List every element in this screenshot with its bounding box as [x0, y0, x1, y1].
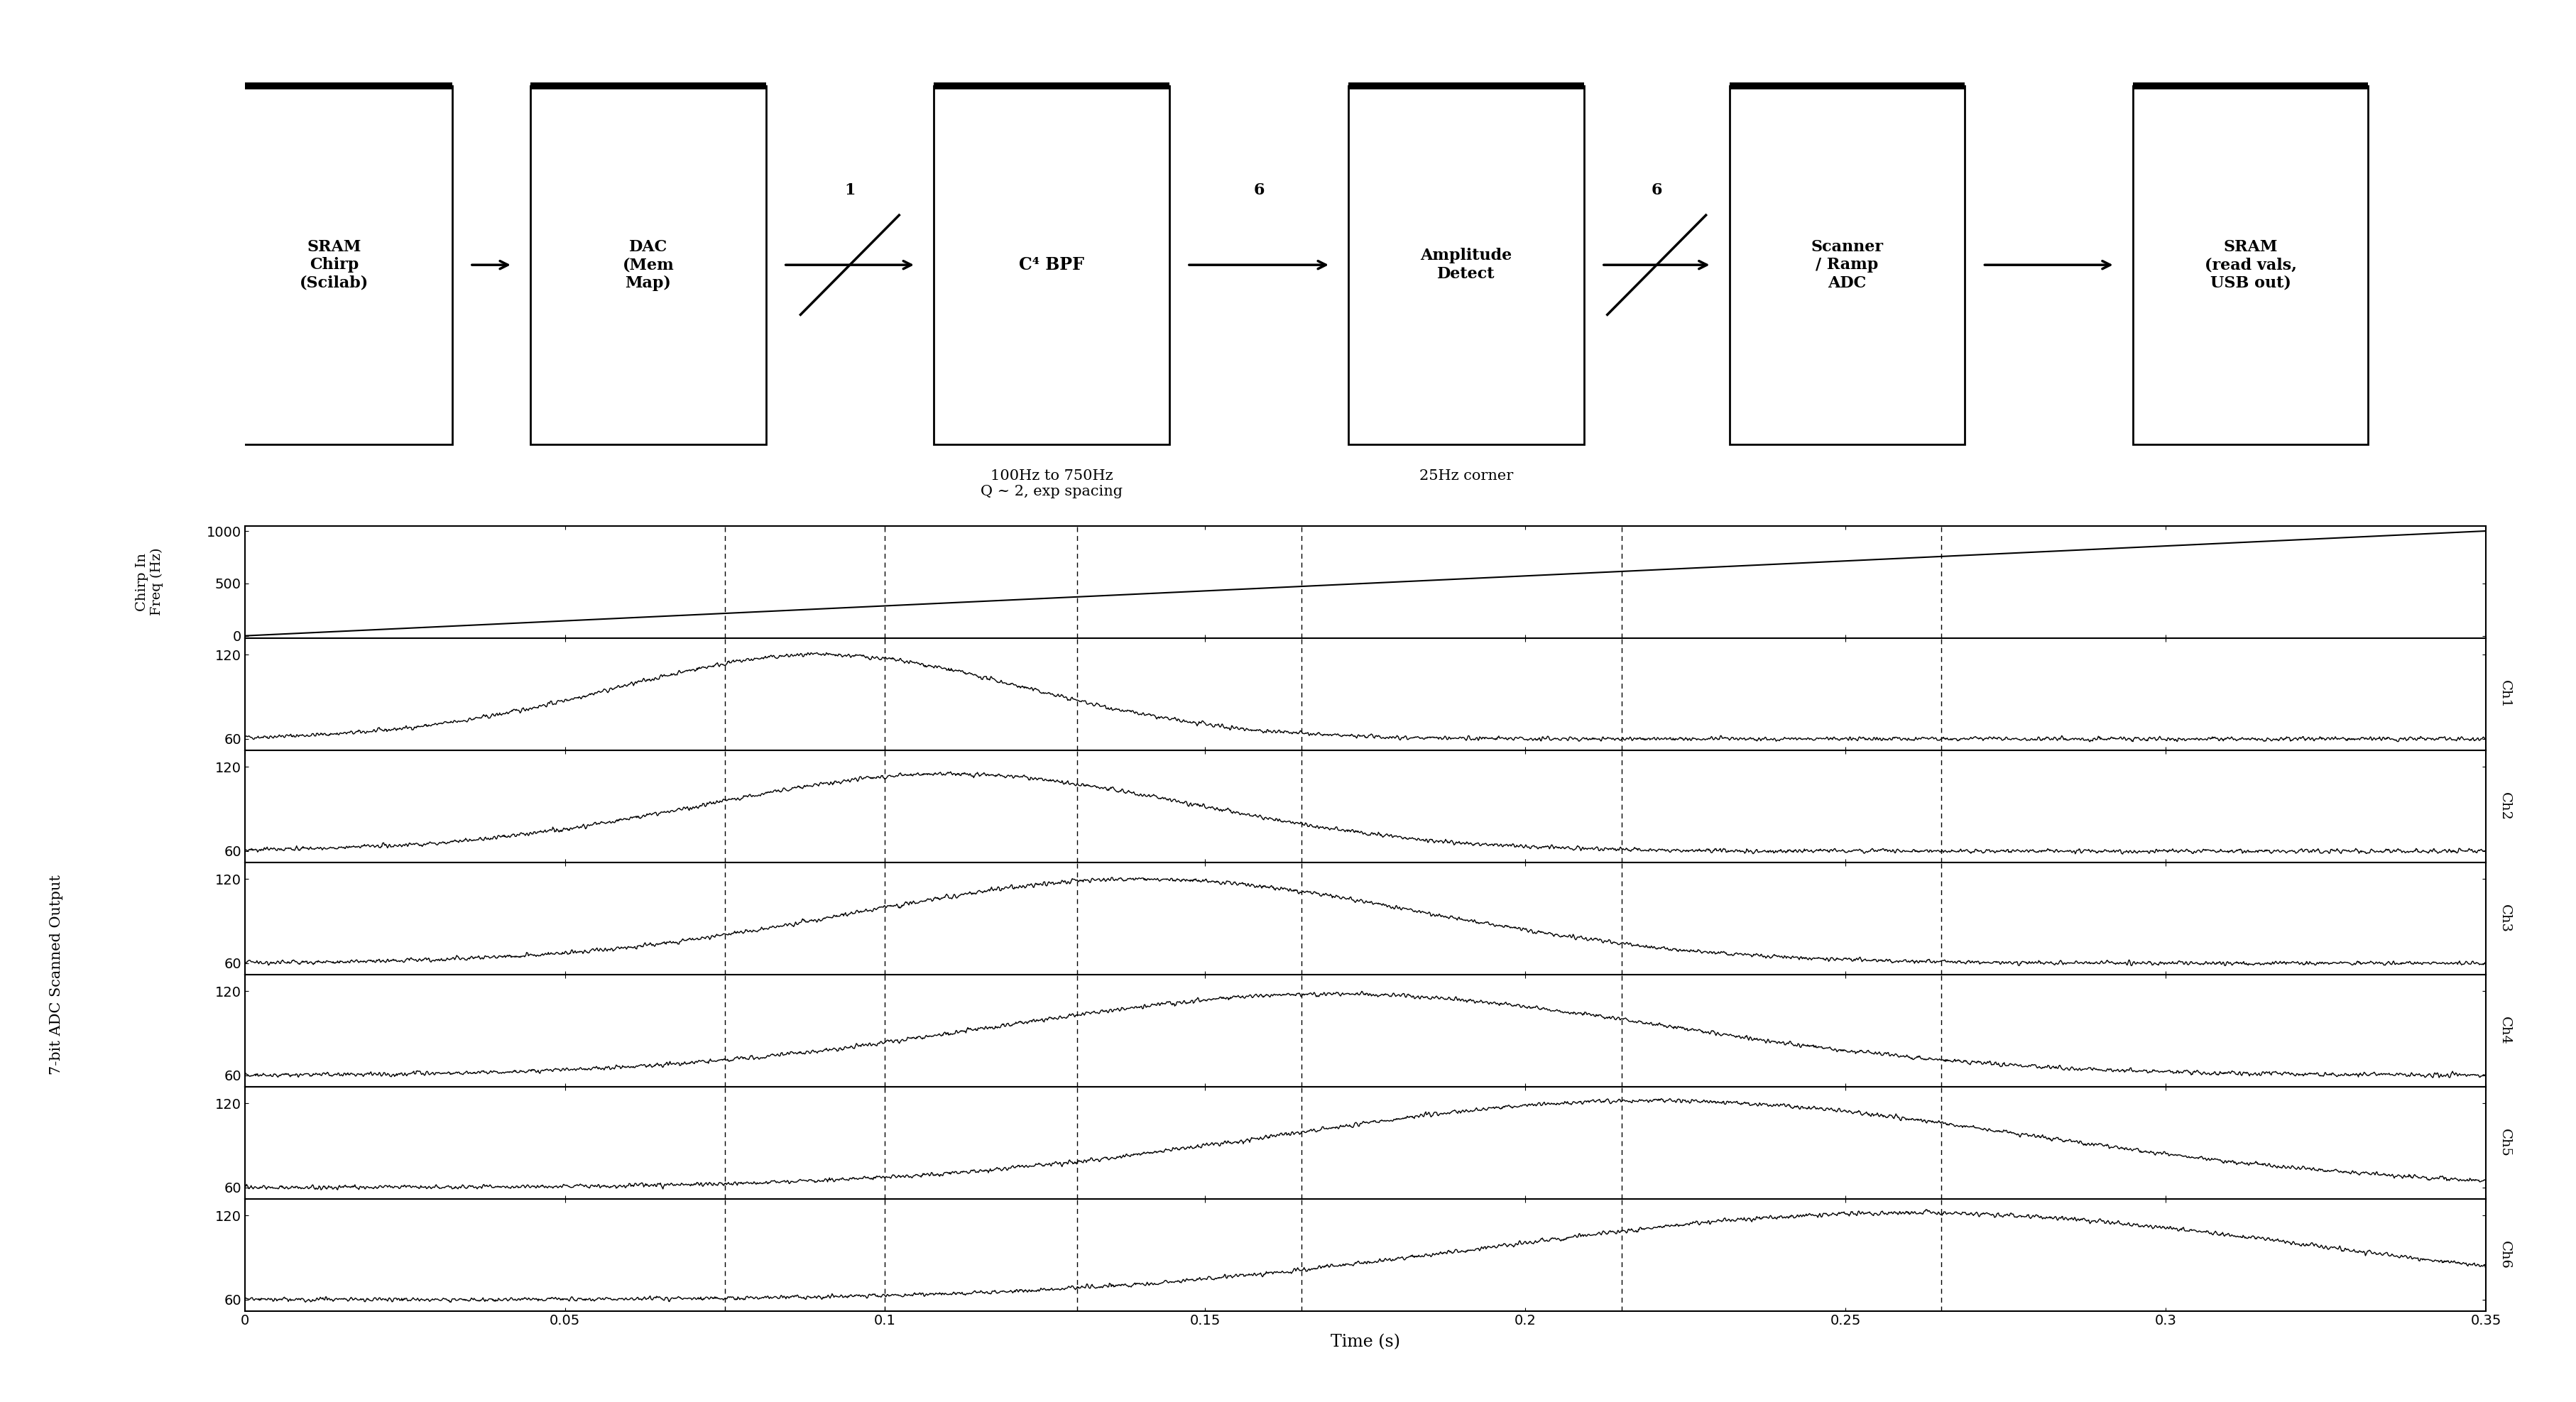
Text: Ch5: Ch5 — [2499, 1129, 2512, 1157]
Text: Ch2: Ch2 — [2499, 792, 2512, 820]
Text: Ch4: Ch4 — [2499, 1016, 2512, 1044]
Text: SRAM
(read vals,
USB out): SRAM (read vals, USB out) — [2205, 240, 2298, 290]
Text: Ch1: Ch1 — [2499, 680, 2512, 708]
Bar — [1728, 86, 1965, 444]
X-axis label: Time (s): Time (s) — [1329, 1333, 1401, 1350]
Text: Ch3: Ch3 — [2499, 904, 2512, 932]
Text: Ch6: Ch6 — [2499, 1241, 2512, 1269]
Bar — [935, 86, 1170, 444]
Text: DAC
(Mem
Map): DAC (Mem Map) — [623, 238, 675, 290]
Text: 1: 1 — [845, 182, 855, 198]
Text: 6: 6 — [1255, 182, 1265, 198]
Bar — [531, 86, 765, 444]
Text: 6: 6 — [1651, 182, 1662, 198]
Text: 100Hz to 750Hz
Q ~ 2, exp spacing: 100Hz to 750Hz Q ~ 2, exp spacing — [981, 468, 1123, 498]
Text: Chirp In
Freq (Hz): Chirp In Freq (Hz) — [137, 548, 162, 615]
Text: Amplitude
Detect: Amplitude Detect — [1419, 248, 1512, 282]
Text: Scanner
/ Ramp
ADC: Scanner / Ramp ADC — [1811, 240, 1883, 290]
Bar — [216, 86, 451, 444]
Bar — [2133, 86, 2367, 444]
Text: SRAM
Chirp
(Scilab): SRAM Chirp (Scilab) — [299, 240, 368, 290]
Bar — [1347, 86, 1584, 444]
Text: C⁴ BPF: C⁴ BPF — [1020, 257, 1084, 273]
Text: 25Hz corner: 25Hz corner — [1419, 468, 1512, 482]
Text: 7-bit ADC Scanned Output: 7-bit ADC Scanned Output — [49, 875, 64, 1074]
